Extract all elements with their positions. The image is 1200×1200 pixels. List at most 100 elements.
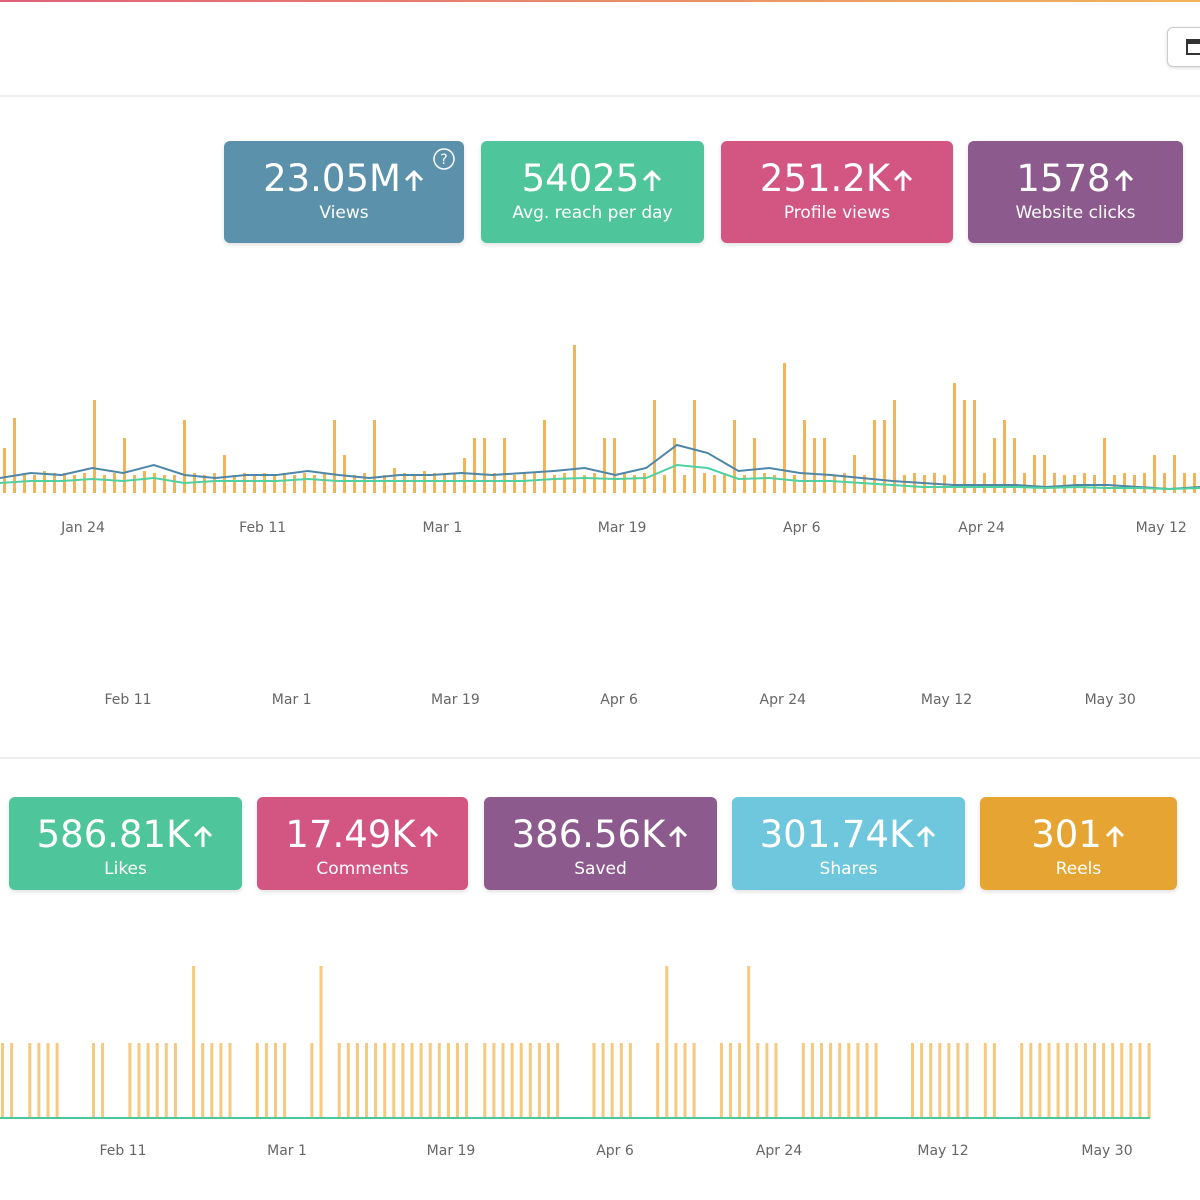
bar [3,448,6,493]
kpi-label: Saved [574,859,627,879]
bar [610,1043,614,1118]
bar [623,473,626,493]
bar [113,473,116,493]
bar [192,966,196,1118]
kpi-value: 301 [980,813,1177,857]
bar [773,475,776,493]
bar [793,475,796,493]
bar [992,1043,996,1118]
x-tick-label: Mar 19 [427,1143,476,1159]
kpi-label: Avg. reach per day [512,203,673,223]
bar [703,473,706,493]
bar [1111,1043,1115,1118]
divider [0,757,1200,759]
bar [283,473,286,493]
bar [228,1043,232,1118]
kpi-value: 23.05M [224,157,464,201]
bar [346,1043,350,1118]
up-arrow [194,825,213,847]
bar [693,400,696,493]
kpi-card: 301.74K Shares [732,797,965,890]
bar [692,1043,696,1118]
x-tick-label: May 12 [1136,520,1187,536]
bar [533,473,536,493]
bar [103,475,106,493]
bar [847,1043,851,1118]
kpi-label: Views [319,203,369,223]
bar [143,471,146,493]
bar [1183,473,1186,493]
bar [1093,1043,1096,1118]
bar [413,475,416,493]
bar [763,473,766,493]
bar [1113,475,1116,493]
bar [1120,1043,1124,1118]
bar [173,475,176,493]
up-arrow [894,169,913,191]
svg-text:?: ? [440,152,447,168]
bar [603,438,606,493]
bar [1083,473,1086,493]
bar [765,1043,769,1118]
x-tick-label: Mar 1 [267,1143,307,1159]
line-series [0,443,1200,491]
bar [253,475,256,493]
bar [93,400,96,493]
bar [1129,1043,1133,1118]
bar [947,1043,951,1118]
bar [273,475,276,493]
bar [911,1043,914,1118]
bar [13,418,16,493]
bar [553,475,556,493]
kpi-value-text: 23.05M [263,157,401,200]
bar [373,420,376,493]
bar [1,1043,4,1118]
bar [1065,1043,1069,1118]
bar [255,1043,259,1118]
bar [210,1043,214,1118]
bar [263,473,266,493]
bar [323,473,326,493]
bar [219,1043,223,1118]
kpi-card: 1578 Website clicks [968,141,1183,243]
bar [28,1043,32,1118]
bar [774,1043,778,1118]
x-tick-label: Apr 24 [760,692,807,708]
bar [729,1043,732,1118]
bar [1147,1043,1151,1118]
bar [1033,455,1036,493]
bar [283,1043,287,1118]
x-tick-label: Mar 1 [272,692,312,708]
bar [1073,475,1076,493]
bar [723,473,726,493]
bar [155,1043,159,1118]
date-picker-button[interactable] [1167,27,1200,67]
bar [503,438,506,493]
bar [313,475,316,493]
bar [355,1043,359,1118]
bar [264,1043,268,1118]
bar [201,1043,205,1118]
x-tick-label: May 12 [921,692,972,708]
kpi-value-text: 386.56K [511,813,666,856]
bar [319,966,323,1118]
bar [303,473,306,493]
bar [437,1043,441,1118]
bar [665,966,669,1118]
x-tick-label: Feb 11 [239,520,286,536]
kpi-value-text: 17.49K [285,813,416,856]
bar [493,473,496,493]
bar [10,1043,14,1118]
help-icon[interactable]: ? [432,147,456,171]
bar [183,420,186,493]
bar [893,400,896,493]
bar [55,1043,59,1118]
bar [823,438,826,493]
bar [803,420,806,493]
bar [843,473,846,493]
calendar-icon [1186,39,1200,55]
bar [513,475,516,493]
kpi-value-text: 54025 [521,157,640,200]
bar [456,1043,459,1118]
bar [528,1043,532,1118]
